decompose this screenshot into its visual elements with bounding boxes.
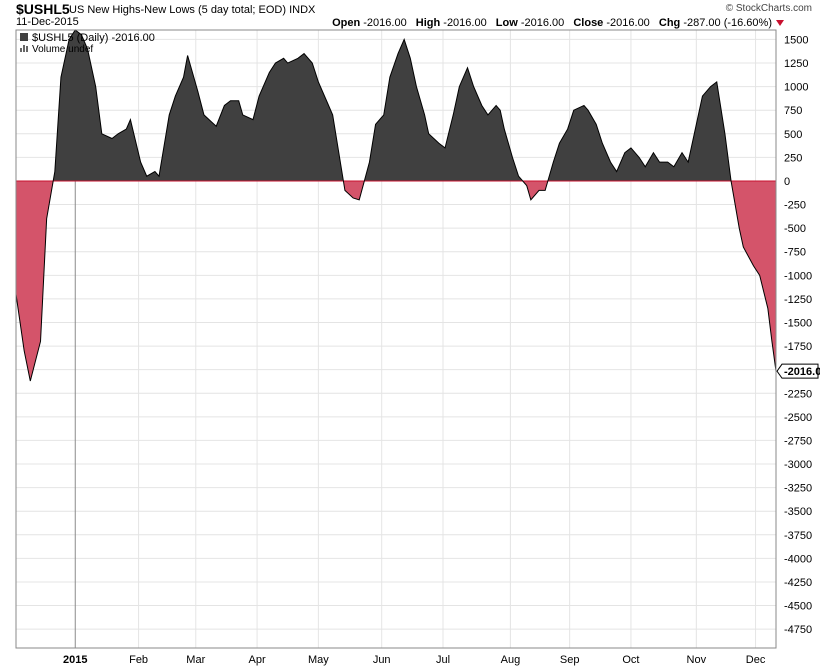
chg-value: -287.00 (-16.60%) [683,17,772,29]
y-tick-label: 1500 [784,34,808,46]
x-tick-label: Apr [249,654,266,666]
description-text: US New Highs-New Lows (5 day total; EOD) [69,4,287,16]
y-tick-label: -3750 [784,530,812,542]
last-value-tag: -2016.00 [776,363,820,379]
y-tick-label: -3500 [784,506,812,518]
x-tick-label: May [308,654,329,666]
y-tick-label: -2500 [784,412,812,424]
plot-frame [15,29,777,649]
legend: $USHL5 (Daily) -2016.00 Volume undef [20,32,155,55]
y-tick-label: -4500 [784,601,812,613]
y-tick-label: -4250 [784,577,812,589]
chg-label: Chg [658,17,681,29]
y-tick-label: -1750 [784,341,812,353]
y-tick-label: -2750 [784,435,812,447]
x-tick-label: Aug [501,654,521,666]
x-tick-label: Oct [622,654,639,666]
y-tick-label: 0 [784,176,790,188]
high-value: -2016.00 [443,17,487,29]
x-tick-label: Jun [373,654,391,666]
close-label: Close [573,17,604,29]
y-tick-label: -4750 [784,624,812,636]
last-value-marker [776,363,819,379]
y-tick-label: -1000 [784,270,812,282]
low-label: Low [495,17,518,29]
y-tick-label: -3000 [784,459,812,471]
high-label: High [415,17,441,29]
low-value: -2016.00 [520,17,565,29]
y-tick-label: -500 [784,223,806,235]
legend-series-label: $USHL5 (Daily) -2016.00 [32,32,155,44]
last-value-label: -2016.00 [784,366,820,378]
y-tick-label: -3250 [784,483,812,495]
x-tick-label: 2015 [63,654,87,666]
legend-volume-label: Volume undef [32,44,93,55]
open-value: -2016.00 [363,17,407,29]
y-tick-label: -2250 [784,388,812,400]
ohlc-readout: Open -2016.00 High -2016.00 Low -2016.00… [326,17,772,29]
y-tick-label: 750 [784,105,802,117]
x-tick-label: Nov [687,654,707,666]
stockcharts-watermark: © StockCharts.com [725,3,812,14]
x-tick-label: Feb [129,654,148,666]
open-label: Open [332,17,361,29]
series-line [15,29,777,382]
x-tick-label: Dec [746,654,766,666]
area-series [15,29,777,382]
x-tick-label: Sep [560,654,580,666]
chart-header: $USHL5 US New Highs-New Lows (5 day tota… [0,0,820,30]
x-tick-label: Mar [186,654,205,666]
y-tick-label: -750 [784,247,806,259]
y-tick-label: 1250 [784,58,808,70]
volume-bars-icon [20,45,28,52]
symbol-title: $USHL5 [16,1,70,17]
close-value: -2016.00 [606,17,650,29]
exchange-code: INDX [289,4,316,16]
legend-series-swatch [20,33,28,41]
y-tick-label: -1250 [784,294,812,306]
x-tick-label: Jul [436,654,450,666]
chart-date: 11-Dec-2015 [16,16,79,28]
y-tick-label: 250 [784,152,802,164]
down-arrow-icon [776,20,784,26]
y-tick-label: -250 [784,200,806,212]
positive-area [53,30,732,181]
y-tick-label: 500 [784,129,802,141]
symbol-description: US New Highs-New Lows (5 day total; EOD)… [69,4,315,16]
y-tick-label: -1500 [784,317,812,329]
y-tick-label: 1000 [784,82,808,94]
y-tick-label: -4000 [784,553,812,565]
